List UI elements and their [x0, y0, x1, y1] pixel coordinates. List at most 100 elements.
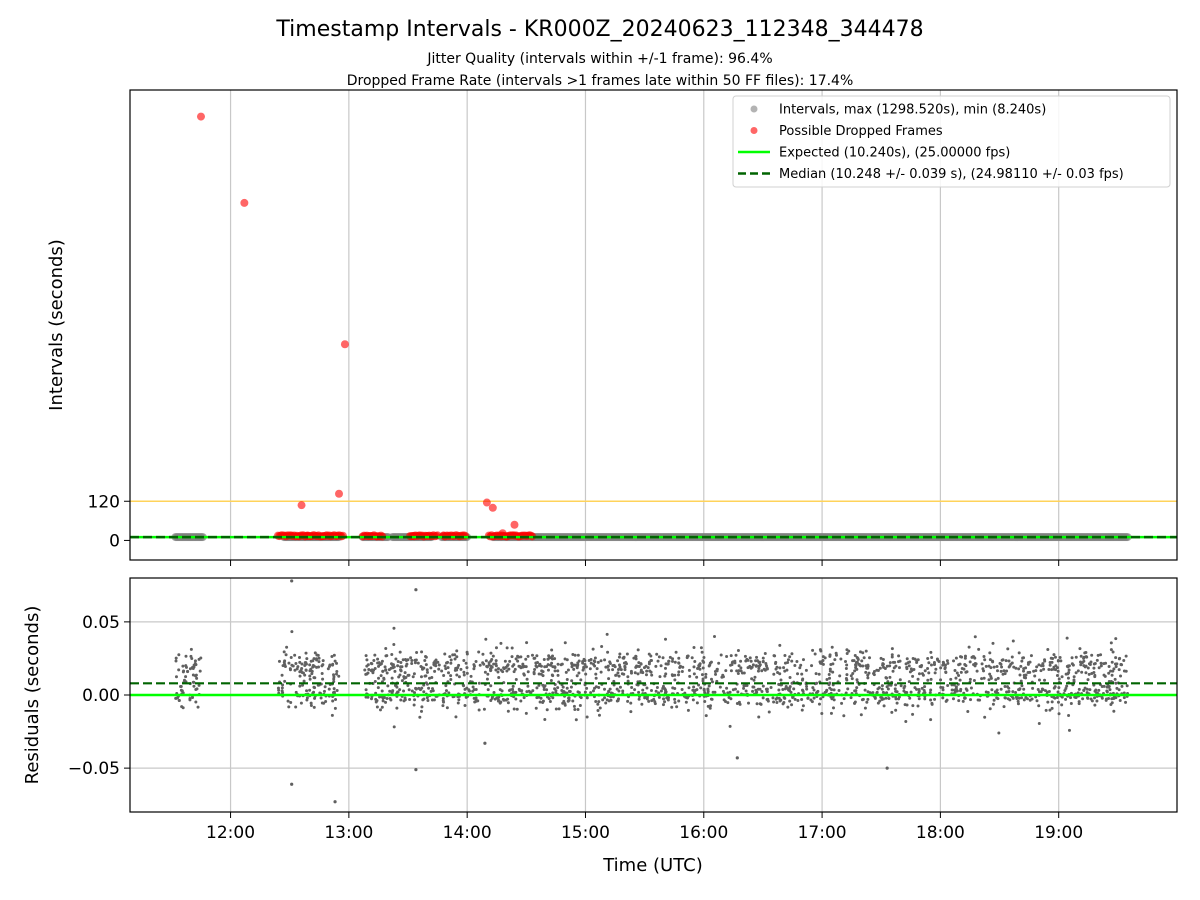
- x-tick-label: 14:00: [443, 823, 492, 843]
- residual-point: [425, 682, 429, 686]
- residual-point: [975, 669, 979, 673]
- residual-point: [994, 678, 998, 682]
- residual-point: [1019, 679, 1023, 683]
- residual-point: [834, 653, 838, 657]
- residual-point: [973, 664, 977, 668]
- residual-point: [990, 688, 994, 692]
- residual-point: [594, 700, 598, 704]
- residual-point: [832, 688, 836, 692]
- residual-point: [758, 664, 762, 668]
- residual-point: [763, 652, 767, 656]
- residual-point: [927, 661, 931, 665]
- residual-point: [566, 699, 570, 703]
- residual-point: [909, 690, 913, 694]
- residual-point: [888, 664, 892, 668]
- residual-point: [469, 674, 473, 678]
- residual-point: [576, 708, 580, 712]
- residual-point: [1093, 673, 1097, 677]
- residual-point: [750, 677, 754, 681]
- residual-point: [1095, 658, 1099, 662]
- residual-point: [980, 662, 984, 666]
- residual-point: [174, 696, 178, 700]
- residual-point: [445, 661, 449, 665]
- residual-point: [756, 687, 760, 691]
- residual-point: [824, 690, 828, 694]
- residual-point: [1044, 708, 1048, 712]
- residual-point: [698, 662, 702, 666]
- residual-point: [963, 662, 967, 666]
- residual-point: [538, 700, 542, 704]
- residual-point: [853, 654, 857, 658]
- residual-point: [710, 680, 714, 684]
- residual-point: [709, 677, 713, 681]
- residual-point: [677, 699, 681, 703]
- residual-point: [1079, 654, 1083, 658]
- residual-point: [708, 706, 712, 710]
- residual-point: [858, 650, 862, 654]
- residual-point: [410, 659, 414, 663]
- residual-point: [564, 670, 568, 674]
- residual-point: [289, 701, 293, 705]
- residual-point: [1005, 669, 1009, 673]
- residual-point: [814, 672, 818, 676]
- residual-point: [787, 686, 791, 690]
- residual-point: [1041, 664, 1045, 668]
- residual-point: [646, 666, 650, 670]
- residual-point: [1002, 669, 1006, 673]
- residual-point: [1053, 655, 1057, 659]
- residual-point: [737, 669, 741, 673]
- residual-point: [608, 661, 612, 665]
- residual-point: [286, 699, 290, 703]
- bottom-y-tick-label: 0.05: [82, 613, 120, 633]
- residual-point: [842, 714, 846, 718]
- residual-point: [553, 669, 557, 673]
- residual-point: [771, 696, 775, 700]
- residual-point: [1092, 666, 1096, 670]
- residual-point: [1122, 659, 1126, 663]
- residual-point: [429, 689, 433, 693]
- residual-point: [519, 655, 523, 659]
- residual-point: [853, 669, 857, 673]
- residual-point: [385, 671, 389, 675]
- residual-point: [1011, 696, 1015, 700]
- residual-point: [644, 673, 648, 677]
- residual-point: [364, 695, 368, 699]
- residual-point: [839, 657, 843, 661]
- residual-point: [611, 668, 615, 672]
- residual-point: [753, 675, 757, 679]
- residual-point: [381, 669, 385, 673]
- legend-box: [732, 95, 1171, 188]
- residual-point: [1037, 663, 1041, 667]
- residual-point: [487, 661, 491, 665]
- residual-point: [911, 704, 915, 708]
- residual-point: [446, 666, 450, 670]
- residual-point: [508, 659, 512, 663]
- residual-point: [885, 664, 889, 668]
- residual-point: [463, 687, 467, 691]
- residual-point: [366, 663, 370, 667]
- residual-point: [744, 689, 748, 693]
- residual-point: [403, 696, 407, 700]
- residual-point: [662, 697, 666, 701]
- residual-point: [332, 677, 336, 681]
- residual-point: [389, 666, 393, 670]
- residual-point: [647, 652, 651, 656]
- residual-point: [1065, 636, 1069, 640]
- residual-point: [514, 657, 518, 661]
- residual-point: [478, 663, 482, 667]
- residual-point: [583, 690, 587, 694]
- residual-point: [629, 671, 633, 675]
- residual-point: [285, 645, 289, 649]
- residual-point: [1041, 662, 1045, 666]
- residual-point: [781, 702, 785, 706]
- residual-point: [372, 659, 376, 663]
- residual-point: [1080, 670, 1084, 674]
- residual-point: [464, 695, 468, 699]
- residual-point: [1006, 697, 1010, 701]
- residual-point: [1072, 675, 1076, 679]
- residual-point: [1118, 698, 1122, 702]
- residual-point: [618, 652, 622, 656]
- residual-point: [619, 668, 623, 672]
- residual-point: [941, 688, 945, 692]
- residual-point: [1007, 659, 1011, 663]
